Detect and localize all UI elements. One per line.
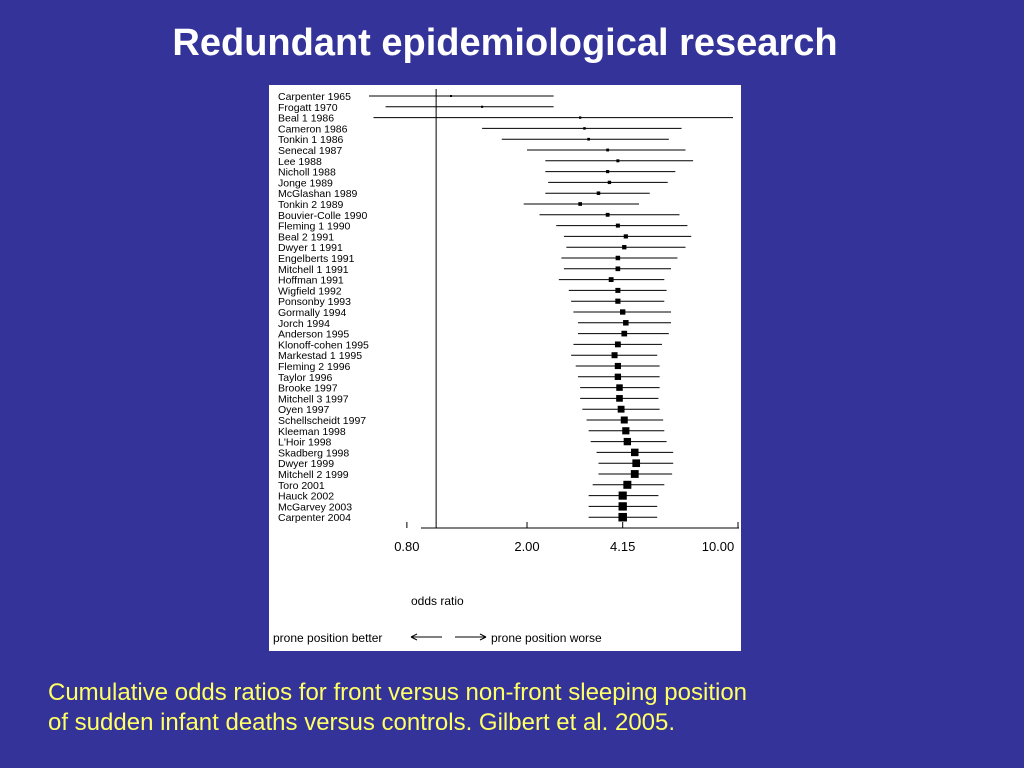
study-label: Dwyer 1 1991 [278, 242, 343, 254]
odds-ratio-point [605, 212, 610, 217]
odds-ratio-points [449, 95, 641, 522]
odds-ratio-point [449, 95, 452, 97]
study-label: Brooke 1997 [278, 383, 338, 395]
study-label: Carpenter 1965 [278, 91, 351, 103]
study-label: Beal 2 1991 [278, 231, 334, 243]
odds-ratio-point [481, 105, 484, 108]
study-label: Gormally 1994 [278, 307, 346, 319]
odds-ratio-point [631, 448, 639, 457]
study-label: Tonkin 1 1986 [278, 134, 344, 146]
odds-ratio-point [615, 298, 621, 304]
forest-plot: Carpenter 1965 Frogatt 1970 Beal 1 1986 Cam… [269, 85, 741, 651]
odds-ratio-point [615, 287, 621, 293]
odds-ratio-point [620, 416, 628, 424]
tick-label: 2.00 [514, 539, 539, 554]
tick-label: 0.80 [394, 539, 419, 554]
odds-ratio-point [622, 245, 627, 250]
odds-ratio-point [607, 180, 612, 185]
study-label: Bouvier-Colle 1990 [278, 210, 367, 222]
odds-ratio-point [618, 491, 627, 500]
odds-ratio-point [632, 459, 641, 468]
study-label: Mitchell 1 1991 [278, 264, 349, 276]
odds-ratio-point [608, 277, 614, 283]
study-label: Oyen 1997 [278, 404, 330, 416]
study-label: Mitchell 2 1999 [278, 469, 349, 481]
study-label: Klonoff-cohen 1995 [278, 339, 369, 351]
study-label: Cameron 1986 [278, 123, 348, 135]
study-label: Engelberts 1991 [278, 253, 355, 265]
odds-ratio-point [616, 159, 620, 163]
odds-ratio-point [630, 470, 639, 478]
odds-ratio-point [614, 362, 621, 370]
odds-ratio-point [583, 127, 586, 130]
odds-ratio-point [578, 116, 582, 119]
caption-line-1: Cumulative odds ratios for front versus … [48, 679, 748, 706]
study-label: Beal 1 1986 [278, 113, 334, 125]
direction-left-label: prone position better [273, 631, 382, 645]
odds-ratio-point [622, 427, 630, 435]
study-label: Fleming 1 1990 [278, 221, 351, 233]
slide-title: Redundant epidemiological research [172, 22, 838, 64]
odds-ratio-point [623, 437, 632, 446]
arrow-left-icon [410, 633, 418, 641]
study-label: Toro 2001 [278, 480, 325, 492]
study-label: Jonge 1989 [278, 177, 333, 189]
study-label: Hauck 2002 [278, 491, 334, 503]
odds-ratio-point [587, 137, 590, 141]
confidence-intervals [369, 95, 733, 518]
odds-ratio-point [621, 330, 628, 337]
odds-ratio-point [615, 266, 621, 272]
odds-ratio-point [618, 512, 627, 522]
x-axis-label: odds ratio [411, 594, 464, 608]
odds-ratio-point [615, 255, 621, 261]
study-label: Nicholl 1988 [278, 167, 336, 179]
odds-ratio-point [596, 191, 601, 195]
study-label: Anderson 1995 [278, 329, 349, 341]
arrow-right-icon [479, 633, 487, 641]
study-label: Carpenter 2004 [278, 512, 351, 524]
study-label: Senecal 1987 [278, 145, 342, 157]
study-label: Lee 1988 [278, 156, 322, 168]
study-label: Jorch 1994 [278, 318, 330, 330]
study-label: Wigfield 1992 [278, 285, 342, 297]
study-label: L'Hoir 1998 [278, 437, 332, 449]
study-label: Markestad 1 1995 [278, 350, 362, 362]
study-label: Schellscheidt 1997 [278, 415, 366, 427]
caption-line-2: of sudden infant deaths versus controls.… [48, 709, 676, 736]
study-label: Skadberg 1998 [278, 447, 349, 459]
odds-ratio-point [620, 309, 626, 315]
caption: Cumulative odds ratios for front versus … [48, 678, 1008, 738]
tick-label: 10.00 [702, 539, 735, 554]
odds-ratio-point [618, 502, 627, 511]
x-axis-ticks: 0.80 2.00 4.15 10.00 [394, 522, 739, 554]
study-label: McGarvey 2003 [278, 501, 352, 513]
study-label: Kleeman 1998 [278, 426, 346, 438]
odds-ratio-point [611, 352, 618, 359]
study-label: Tonkin 2 1989 [278, 199, 344, 211]
study-label: Taylor 1996 [278, 372, 332, 384]
odds-ratio-point [617, 405, 625, 413]
odds-ratio-point [623, 320, 629, 326]
study-label: Frogatt 1970 [278, 102, 338, 114]
study-label: Fleming 2 1996 [278, 361, 351, 373]
odds-ratio-point [623, 480, 632, 489]
odds-ratio-point [614, 373, 622, 380]
direction-right-label: prone position worse [491, 631, 602, 645]
study-label: McGlashan 1989 [278, 188, 358, 200]
odds-ratio-point [616, 395, 623, 402]
odds-ratio-point [623, 234, 628, 239]
odds-ratio-point [616, 384, 623, 391]
odds-ratio-point [606, 148, 610, 152]
study-label: Dwyer 1999 [278, 458, 334, 470]
study-label: Ponsonby 1993 [278, 296, 351, 308]
tick-label: 4.15 [610, 539, 635, 554]
odds-ratio-point [606, 170, 610, 174]
odds-ratio-point [578, 202, 582, 206]
study-label: Hoffman 1991 [278, 275, 344, 287]
odds-ratio-point [615, 223, 620, 228]
study-label: Mitchell 3 1997 [278, 393, 349, 405]
odds-ratio-point [614, 341, 621, 348]
